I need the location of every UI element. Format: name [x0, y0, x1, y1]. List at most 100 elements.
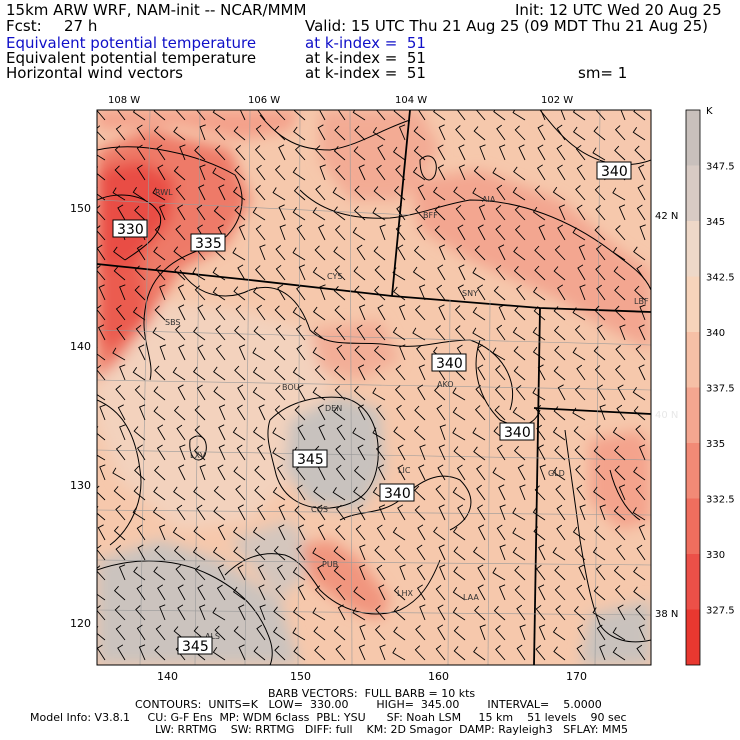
- wind-barb: [116, 324, 126, 341]
- wind-barb: [512, 187, 526, 201]
- wind-barb: [397, 244, 406, 261]
- wind-barb: [574, 545, 586, 561]
- wind-barb: [297, 424, 306, 441]
- wind-barb: [255, 185, 266, 201]
- wind-barb: [256, 164, 266, 181]
- wind-barb: [217, 524, 226, 541]
- wind-barb: [335, 525, 346, 541]
- wind-barb: [252, 386, 266, 401]
- station-label: PUB: [322, 560, 338, 569]
- wind-barb: [194, 405, 206, 421]
- contour-label: 340: [499, 422, 535, 441]
- wind-barb: [235, 145, 246, 161]
- svg-text:345: 345: [182, 639, 209, 655]
- wind-barb: [314, 365, 326, 381]
- wind-barb: [453, 646, 466, 661]
- wind-barb: [554, 565, 566, 581]
- wind-barb: [634, 285, 646, 301]
- wind-barb: [373, 186, 386, 201]
- wind-barb: [158, 524, 166, 541]
- wind-barb: [455, 325, 466, 341]
- station-label: LIC: [398, 466, 411, 475]
- wind-barb: [97, 125, 106, 141]
- wind-barb: [612, 426, 626, 441]
- wind-barb: [374, 265, 386, 281]
- wind-barb: [335, 584, 346, 601]
- lon-label: 104 W: [395, 95, 427, 106]
- wind-barb: [512, 507, 526, 521]
- contour-label: 340: [431, 353, 467, 372]
- wind-barb: [236, 404, 246, 421]
- wind-barb: [136, 164, 146, 181]
- wind-barb: [135, 605, 146, 621]
- wind-barb: [512, 326, 526, 341]
- wind-barb: [275, 264, 286, 281]
- wind-barb: [574, 445, 586, 461]
- wind-barb: [393, 605, 406, 621]
- wind-barb: [359, 564, 366, 581]
- wind-barb: [395, 365, 406, 381]
- wind-barb: [99, 404, 106, 421]
- wind-barb: [576, 204, 586, 221]
- wind-barb: [215, 344, 226, 361]
- wind-barb: [257, 564, 266, 581]
- wind-barb: [115, 444, 126, 461]
- wind-barb: [457, 284, 466, 301]
- wind-barb: [173, 166, 186, 181]
- wind-barb: [635, 484, 646, 501]
- wind-barb: [239, 110, 246, 121]
- wind-barb: [292, 366, 306, 381]
- wind-barb: [199, 164, 206, 181]
- wind-barb: [197, 344, 206, 361]
- wind-barb: [536, 424, 546, 441]
- wind-barb: [552, 186, 566, 201]
- wind-barb: [256, 624, 266, 641]
- wind-barb: [574, 325, 586, 341]
- wind-barb: [312, 347, 326, 361]
- wind-barb: [396, 404, 406, 421]
- wind-barb: [275, 585, 286, 601]
- wind-barb: [333, 146, 346, 161]
- wind-barb: [553, 366, 566, 381]
- wind-barb: [98, 284, 106, 301]
- wind-barb: [596, 384, 606, 401]
- wind-barb: [513, 166, 526, 181]
- wind-barb: [256, 444, 266, 461]
- wind-barb: [276, 464, 286, 481]
- model-info: Model Info: V3.8.1 CU: G-F Ens MP: WDM 6…: [30, 711, 627, 724]
- wind-barb: [417, 384, 426, 401]
- wind-barb: [215, 304, 226, 321]
- wind-barb: [298, 264, 306, 281]
- wind-barb: [353, 486, 366, 501]
- wind-barb: [152, 506, 166, 521]
- wind-barb: [212, 167, 226, 181]
- wind-barb: [136, 244, 146, 261]
- wind-barb: [374, 625, 386, 641]
- wind-barb: [439, 424, 446, 441]
- wind-barb: [375, 404, 386, 421]
- wind-barb: [237, 384, 246, 401]
- wind-barb: [456, 110, 466, 121]
- wind-barb: [496, 184, 506, 201]
- wind-barb: [155, 265, 166, 281]
- wind-barb: [472, 267, 486, 281]
- wind-barb: [292, 606, 306, 621]
- wind-barb: [593, 446, 606, 461]
- wind-barb: [316, 504, 326, 521]
- wind-barb: [115, 545, 126, 561]
- wind-barb: [352, 607, 366, 621]
- wind-barb: [97, 426, 106, 441]
- wind-barb: [477, 224, 486, 241]
- wind-barb: [334, 305, 346, 321]
- wind-barb: [218, 184, 226, 201]
- contour-label: 335: [190, 233, 226, 252]
- wind-barb: [292, 167, 306, 181]
- wind-barb: [357, 444, 366, 461]
- wind-barb: [635, 425, 646, 441]
- wind-barb: [560, 110, 566, 121]
- wind-barb: [278, 504, 286, 521]
- wind-barb: [455, 125, 466, 141]
- wind-barb: [134, 385, 146, 401]
- wind-barb: [97, 110, 106, 121]
- wind-barb: [212, 267, 226, 281]
